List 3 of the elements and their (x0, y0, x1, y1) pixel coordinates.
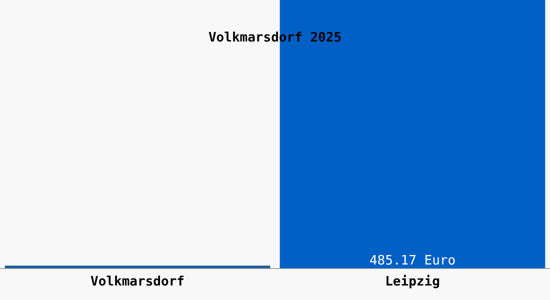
x-tick-label: Leipzig (385, 274, 440, 290)
x-tick-label: Volkmarsdorf (90, 274, 184, 290)
data-label: 485.17 Euro (369, 253, 456, 268)
